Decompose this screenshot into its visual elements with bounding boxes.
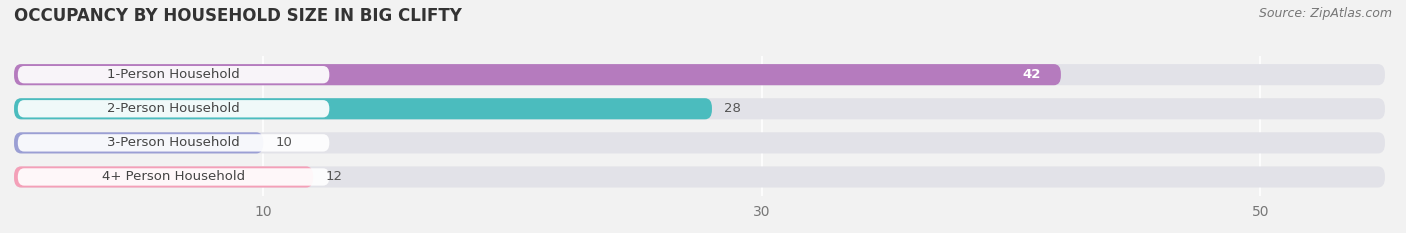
Text: 42: 42: [1022, 68, 1040, 81]
FancyBboxPatch shape: [14, 132, 1385, 154]
Text: Source: ZipAtlas.com: Source: ZipAtlas.com: [1258, 7, 1392, 20]
FancyBboxPatch shape: [18, 100, 329, 117]
FancyBboxPatch shape: [18, 168, 329, 186]
Text: 4+ Person Household: 4+ Person Household: [103, 171, 245, 183]
FancyBboxPatch shape: [14, 64, 1385, 85]
FancyBboxPatch shape: [14, 166, 314, 188]
Text: 3-Person Household: 3-Person Household: [107, 136, 240, 149]
FancyBboxPatch shape: [18, 134, 329, 151]
FancyBboxPatch shape: [14, 64, 1062, 85]
FancyBboxPatch shape: [14, 98, 711, 119]
Text: OCCUPANCY BY HOUSEHOLD SIZE IN BIG CLIFTY: OCCUPANCY BY HOUSEHOLD SIZE IN BIG CLIFT…: [14, 7, 463, 25]
FancyBboxPatch shape: [14, 98, 1385, 119]
FancyBboxPatch shape: [18, 66, 329, 83]
FancyBboxPatch shape: [14, 166, 1385, 188]
Text: 12: 12: [326, 171, 343, 183]
Text: 1-Person Household: 1-Person Household: [107, 68, 240, 81]
Text: 2-Person Household: 2-Person Household: [107, 102, 240, 115]
FancyBboxPatch shape: [14, 132, 263, 154]
Text: 10: 10: [276, 136, 292, 149]
Text: 28: 28: [724, 102, 741, 115]
